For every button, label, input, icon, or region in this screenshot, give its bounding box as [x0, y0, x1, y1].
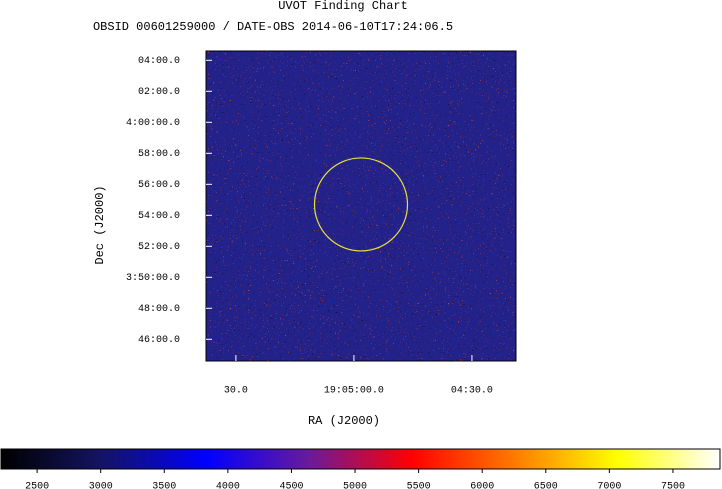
colorbar-tick-label: 2500 [25, 482, 49, 489]
colorbar-tick-label: 5500 [407, 482, 431, 489]
colorbar-tick-label: 7000 [597, 482, 621, 489]
colorbar-tick-label: 3000 [89, 482, 113, 489]
colorbar [0, 448, 721, 470]
y-tick-label: 54:00.0 [138, 211, 180, 222]
source-region [313, 157, 409, 252]
y-tick-label: 56:00.0 [138, 180, 180, 191]
colorbar-tick-label: 5000 [343, 482, 367, 489]
x-tick-label: 19:05:00.0 [324, 386, 384, 397]
colorbar-tick-label: 6500 [534, 482, 558, 489]
y-tick-label: 48:00.0 [138, 304, 180, 315]
y-tick-label: 02:00.0 [138, 87, 180, 98]
colorbar-tick-label: 3500 [152, 482, 176, 489]
x-tick-label: 30.0 [224, 386, 248, 397]
y-axis-label: Dec (J2000) [93, 185, 107, 264]
y-tick-label: 46:00.0 [138, 335, 180, 346]
y-tick-label: 4:00:00.0 [126, 118, 180, 129]
y-tick-label: 04:00.0 [138, 56, 180, 67]
y-tick-label: 52:00.0 [138, 242, 180, 253]
image-frame [205, 50, 517, 362]
chart-title: UVOT Finding Chart [278, 0, 408, 13]
image-noise-white [206, 51, 516, 361]
sky-image [205, 50, 517, 362]
colorbar-tick-label: 6000 [470, 482, 494, 489]
y-tick-label: 3:50:00.0 [126, 273, 180, 284]
x-axis-label: RA (J2000) [308, 414, 380, 428]
colorbar-tick-label: 7500 [661, 482, 685, 489]
chart-subtitle: OBSID 00601259000 / DATE-OBS 2014-06-10T… [93, 20, 453, 34]
x-tick-label: 04:30.0 [451, 386, 493, 397]
colorbar-tick-label: 4000 [216, 482, 240, 489]
colorbar-tick-label: 4500 [279, 482, 303, 489]
y-tick-label: 58:00.0 [138, 149, 180, 160]
